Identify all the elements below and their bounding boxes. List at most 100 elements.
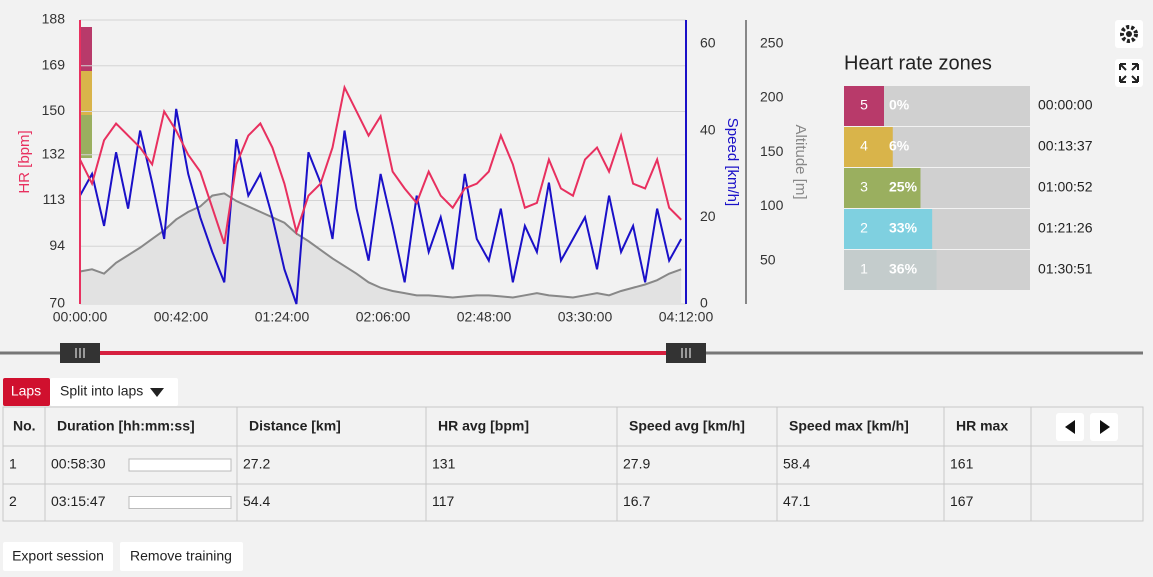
y-tick-label: 169 — [42, 56, 66, 72]
y-tick-label: 132 — [42, 145, 66, 161]
cell: 16.7 — [623, 493, 650, 509]
remove-label: Remove training — [130, 548, 232, 564]
column-header: Distance [km] — [249, 418, 341, 434]
zone-number-block — [844, 127, 884, 167]
y3-axis-label: Altitude [m] — [792, 124, 809, 199]
x-tick-label: 02:06:00 — [356, 309, 411, 325]
y3-tick-label: 100 — [760, 197, 784, 213]
zone-percent: 36% — [889, 261, 918, 277]
cell: 117 — [432, 493, 455, 509]
zone-band — [80, 27, 92, 71]
column-header: HR avg [bpm] — [438, 418, 529, 434]
y3-tick-label: 200 — [760, 89, 784, 105]
zone-number: 2 — [860, 220, 868, 236]
cell: 167 — [950, 493, 974, 509]
y-tick-label: 70 — [49, 295, 65, 311]
zone-band — [80, 115, 92, 158]
split-label: Split into laps — [60, 383, 143, 399]
zones-title: Heart rate zones — [844, 52, 992, 74]
x-tick-label: 00:00:00 — [53, 309, 108, 325]
y2-tick-label: 40 — [700, 121, 716, 137]
zone-number: 3 — [860, 179, 868, 195]
zone-number-block — [844, 250, 884, 290]
zone-percent: 25% — [889, 179, 918, 195]
gear-icon — [1126, 31, 1132, 37]
dropdown-arrow — [150, 388, 164, 397]
zone-time: 01:00:52 — [1038, 179, 1093, 195]
cell: 58.4 — [783, 456, 810, 472]
cell: 131 — [432, 456, 456, 472]
y3-tick-label: 50 — [760, 251, 776, 267]
next-icon — [1100, 420, 1110, 434]
x-tick-label: 03:30:00 — [558, 309, 613, 325]
x-tick-label: 02:48:00 — [457, 309, 512, 325]
zone-number-block — [844, 209, 884, 249]
y-tick-label: 150 — [42, 102, 66, 118]
column-header: No. — [13, 418, 36, 434]
y2-tick-label: 20 — [700, 208, 716, 224]
fullscreen-icon — [1119, 63, 1139, 83]
handle-grip — [75, 348, 85, 358]
y-tick-label: 188 — [42, 11, 66, 27]
cell: 27.9 — [623, 456, 650, 472]
zone-bar — [884, 127, 893, 167]
zone-time: 00:00:00 — [1038, 97, 1093, 113]
zone-band — [80, 71, 92, 115]
cell: 54.4 — [243, 493, 270, 509]
column-header: Speed max [km/h] — [789, 418, 909, 434]
fullscreen-button[interactable] — [1115, 59, 1143, 87]
prev-icon — [1065, 420, 1075, 434]
y3-tick-label: 150 — [760, 143, 784, 159]
zone-bar — [884, 168, 921, 208]
zone-number-block — [844, 168, 884, 208]
cell: 47.1 — [783, 493, 810, 509]
zone-percent: 0% — [889, 97, 910, 113]
column-header: Speed avg [km/h] — [629, 418, 745, 434]
cell: 03:15:47 — [51, 493, 106, 509]
line — [79, 108, 683, 305]
zone-number-block — [844, 86, 884, 126]
cell: 00:58:30 — [51, 456, 106, 472]
x-tick-label: 00:42:00 — [154, 309, 209, 325]
y2-tick-label: 0 — [700, 295, 708, 311]
remove-button[interactable] — [120, 542, 243, 571]
export-label: Export session — [12, 548, 104, 564]
y-tick-label: 113 — [43, 191, 66, 207]
zone-percent: 33% — [889, 220, 918, 236]
laps-tab[interactable] — [3, 378, 50, 406]
duration-bar — [128, 458, 232, 472]
zone-percent: 6% — [889, 138, 910, 154]
column-header: HR max — [956, 418, 1008, 434]
line — [79, 192, 682, 299]
gear-icon — [1120, 25, 1138, 43]
split-button[interactable] — [50, 378, 178, 406]
y-axis-label: HR [bpm] — [16, 130, 33, 193]
export-button[interactable] — [3, 542, 113, 571]
x-tick-label: 04:12:00 — [659, 309, 714, 325]
zone-number: 1 — [860, 261, 868, 277]
y2-tick-label: 60 — [700, 35, 716, 51]
y2-axis-label: Speed [km/h] — [724, 118, 741, 206]
y3-tick-label: 250 — [760, 35, 784, 51]
zone-time: 01:30:51 — [1038, 261, 1093, 277]
zone-bar — [884, 250, 937, 290]
laps-tab-label: Laps — [11, 383, 41, 399]
y-tick-label: 94 — [49, 237, 65, 253]
zone-time: 01:21:26 — [1038, 220, 1093, 236]
line — [79, 84, 682, 245]
zone-track — [884, 127, 1030, 167]
cell: 2 — [9, 493, 17, 509]
cell: 27.2 — [243, 456, 270, 472]
duration-bar — [128, 496, 232, 509]
zone-number: 4 — [860, 138, 868, 154]
zone-time: 00:13:37 — [1038, 138, 1093, 154]
cell: 1 — [9, 456, 17, 472]
cell: 161 — [950, 456, 974, 472]
zone-bar — [884, 209, 933, 249]
zone-number: 5 — [860, 97, 868, 113]
zone-track — [884, 86, 1030, 126]
handle-grip — [681, 348, 691, 358]
column-header: Duration [hh:mm:ss] — [57, 418, 195, 434]
